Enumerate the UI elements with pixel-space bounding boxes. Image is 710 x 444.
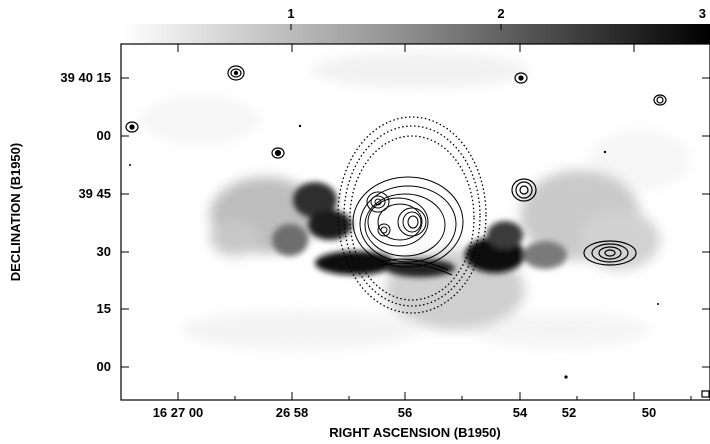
y-tick-label: 00 <box>97 128 111 143</box>
x-tick-label: 54 <box>513 405 528 420</box>
x-tick-label: 50 <box>642 405 656 420</box>
y-tick-label: 15 <box>97 301 111 316</box>
colorbar-ticks <box>290 24 502 30</box>
plot-frame <box>120 43 710 401</box>
x-tick-label: 26 58 <box>276 405 309 420</box>
y-axis-title: DECLINATION (B1950) <box>8 143 23 281</box>
halo-contours <box>337 116 487 314</box>
point-sources <box>125 65 710 398</box>
y-tick-label: 00 <box>97 359 111 374</box>
y-tick-label: 39 45 <box>78 186 111 201</box>
x-tick-label: 52 <box>562 405 576 420</box>
x-tick-label: 56 <box>398 405 412 420</box>
greyscale-image <box>121 44 710 400</box>
colorbar-tick-label-3: 3 <box>699 6 706 21</box>
y-axis-ticks <box>121 77 710 368</box>
y-tick-label: 30 <box>97 244 111 259</box>
core-contours <box>352 176 464 276</box>
noise-specks <box>129 124 659 379</box>
colorbar <box>121 24 710 44</box>
colorbar-tick-label-2: 2 <box>497 6 504 21</box>
x-tick-label: 16 27 00 <box>153 405 204 420</box>
x-axis-ticks <box>177 44 692 400</box>
colorbar-tick-label-1: 1 <box>287 6 294 21</box>
y-tick-label: 39 40 15 <box>60 70 111 85</box>
x-axis-title: RIGHT ASCENSION (B1950) <box>329 425 500 440</box>
